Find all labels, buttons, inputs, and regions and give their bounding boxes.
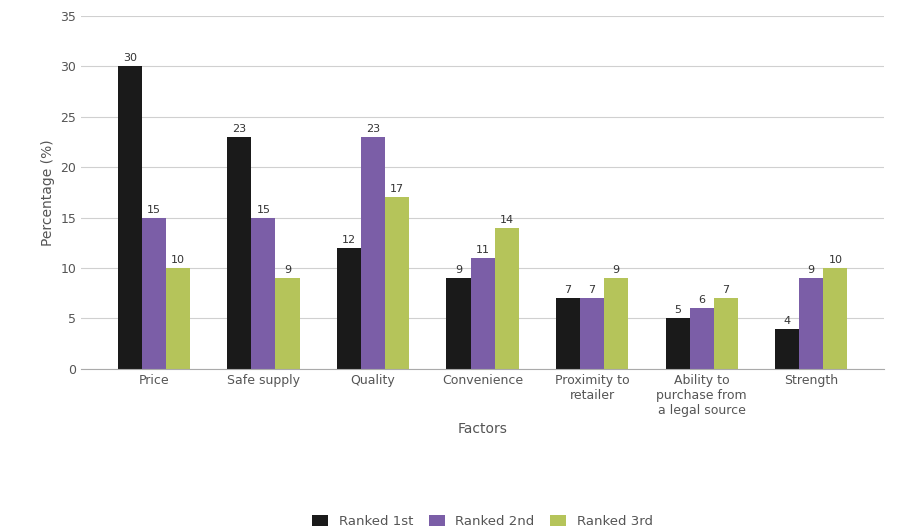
Text: 15: 15 [256,204,271,214]
Text: 9: 9 [284,265,291,275]
Bar [494,228,519,369]
Text: 9: 9 [612,265,620,275]
Bar [580,298,604,369]
Bar [824,268,848,369]
Legend: Ranked 1st, Ranked 2nd, Ranked 3rd: Ranked 1st, Ranked 2nd, Ranked 3rd [307,510,658,527]
Text: 4: 4 [784,316,791,326]
Text: 14: 14 [500,214,514,225]
Bar [690,308,713,369]
X-axis label: Factors: Factors [457,422,508,436]
Text: 10: 10 [828,255,842,265]
Text: 11: 11 [475,245,490,255]
Text: 30: 30 [123,53,137,63]
Text: 12: 12 [342,235,356,245]
Bar [166,268,190,369]
Bar [275,278,299,369]
Bar [336,248,361,369]
Bar [799,278,824,369]
Bar [471,258,494,369]
Bar [775,328,799,369]
Bar [142,218,166,369]
Bar [604,278,629,369]
Text: 7: 7 [589,285,595,295]
Bar [556,298,580,369]
Text: 10: 10 [171,255,185,265]
Bar [446,278,471,369]
Text: 17: 17 [390,184,404,194]
Text: 9: 9 [455,265,462,275]
Bar [117,66,142,369]
Text: 6: 6 [698,295,705,305]
Bar [361,137,385,369]
Text: 23: 23 [232,124,246,134]
Text: 7: 7 [565,285,572,295]
Text: 15: 15 [147,204,161,214]
Bar [227,137,252,369]
Text: 9: 9 [808,265,815,275]
Text: 23: 23 [366,124,380,134]
Bar [385,198,410,369]
Text: 5: 5 [674,306,681,316]
Text: 7: 7 [723,285,730,295]
Bar [252,218,275,369]
Bar [666,318,690,369]
Y-axis label: Percentage (%): Percentage (%) [41,139,55,246]
Bar [713,298,738,369]
